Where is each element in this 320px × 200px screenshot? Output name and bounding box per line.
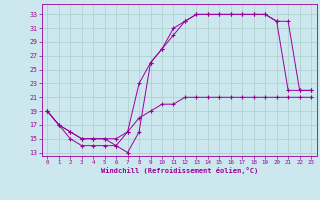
X-axis label: Windchill (Refroidissement éolien,°C): Windchill (Refroidissement éolien,°C) <box>100 167 258 174</box>
